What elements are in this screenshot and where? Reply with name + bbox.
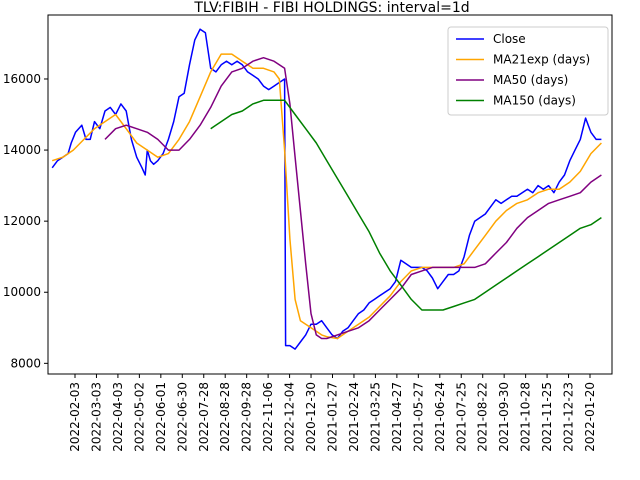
x-tick-label: 2022-06-01 xyxy=(154,382,168,452)
x-tick-label: 2021-01-27 xyxy=(326,382,340,452)
x-tick-label: 2021-09-30 xyxy=(497,382,511,452)
legend-label-1: MA21exp (days) xyxy=(493,53,590,67)
x-tick-label: 2021-08-22 xyxy=(476,382,490,452)
y-tick-label: 10000 xyxy=(3,285,41,299)
legend-box xyxy=(447,26,609,116)
series-line-2 xyxy=(104,56,602,340)
legend-label-0: Close xyxy=(493,32,526,46)
chart-title: TLV:FIBIH - FIBI HOLDINGS: interval=1d xyxy=(193,0,469,16)
x-axis: 2022-02-03 2022-03-03 2022-04-03 2022-05-02… xyxy=(68,374,597,452)
x-tick-label: 2022-11-06 xyxy=(261,382,275,452)
x-tick-label: 2022-08-28 xyxy=(218,382,232,452)
y-tick-label: 14000 xyxy=(3,143,41,157)
series-line-0 xyxy=(51,28,602,350)
x-tick-label: 2022-12-04 xyxy=(283,382,297,452)
series-line-3 xyxy=(210,99,602,311)
x-tick-label: 2022-04-03 xyxy=(111,382,125,452)
legend: Close MA21exp (days) MA50 (days) MA150 (day… xyxy=(447,26,609,116)
series-line-1 xyxy=(51,53,602,340)
x-tick-label: 2022-07-28 xyxy=(197,382,211,452)
x-tick-label: 2022-02-03 xyxy=(68,382,82,452)
x-tick-label: 2021-06-24 xyxy=(433,382,447,452)
x-tick-label: 2021-02-24 xyxy=(347,382,361,452)
y-tick-label: 16000 xyxy=(3,72,41,86)
x-tick-label: 2022-05-02 xyxy=(132,382,146,452)
legend-label-3: MA150 (days) xyxy=(493,94,576,108)
plot-frame xyxy=(47,14,613,375)
x-tick-label: 2021-05-27 xyxy=(411,382,425,452)
y-tick-label: 8000 xyxy=(10,356,41,370)
x-tick-label: 2021-07-25 xyxy=(454,382,468,452)
x-tick-label: 2021-12-23 xyxy=(562,382,576,452)
x-tick-label: 2022-06-30 xyxy=(175,382,189,452)
x-tick-label: 2021-04-27 xyxy=(390,382,404,452)
y-axis: 8000 10000 12000 14000 16000 xyxy=(3,72,48,370)
x-tick-label: 2022-01-20 xyxy=(583,382,597,452)
legend-label-2: MA50 (days) xyxy=(493,73,568,87)
x-tick-label: 2020-12-30 xyxy=(304,382,318,452)
x-tick-label: 2021-11-25 xyxy=(540,382,554,452)
x-tick-label: 2021-10-28 xyxy=(519,382,533,452)
x-tick-label: 2022-03-03 xyxy=(89,382,103,452)
y-tick-label: 12000 xyxy=(3,214,41,228)
x-tick-label: 2022-09-28 xyxy=(240,382,254,452)
plot-area xyxy=(51,28,602,350)
x-tick-label: 2021-03-25 xyxy=(368,382,382,452)
